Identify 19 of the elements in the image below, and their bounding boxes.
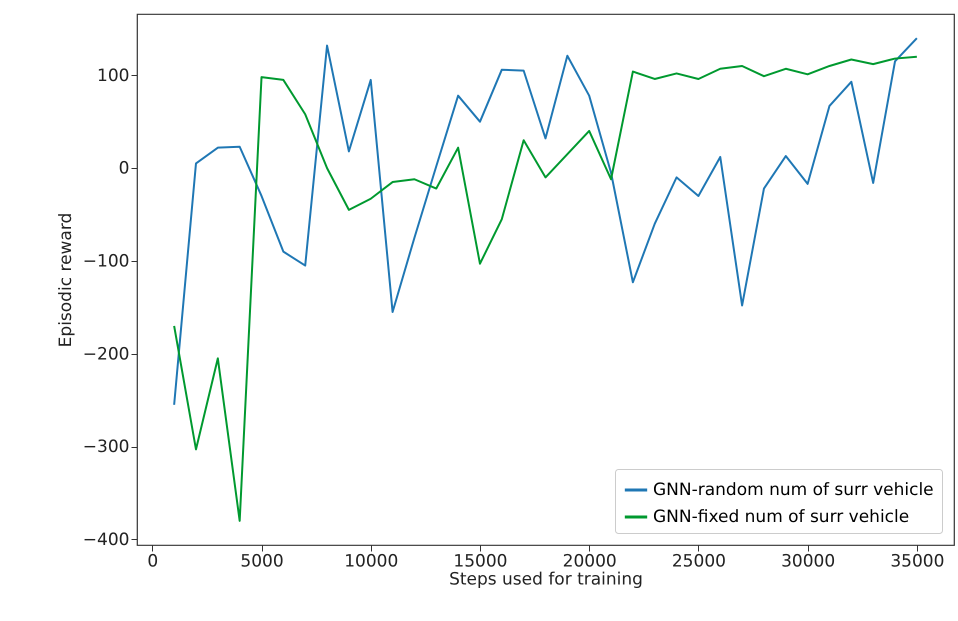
y-tick-label: −400 xyxy=(82,530,130,550)
x-tick-label: 5000 xyxy=(240,552,284,572)
x-tick-label: 10000 xyxy=(344,552,398,572)
x-tick-label: 30000 xyxy=(781,552,836,572)
x-tick-label: 25000 xyxy=(672,552,726,572)
legend-label: GNN-fixed num of surr vehicle xyxy=(653,507,910,527)
y-tick-label: −300 xyxy=(82,437,130,458)
y-tick-label: 100 xyxy=(97,66,130,86)
y-tick-label: −100 xyxy=(82,251,130,272)
x-tick-label: 35000 xyxy=(890,552,944,572)
x-axis-title: Steps used for training xyxy=(449,570,643,590)
legend-label: GNN-random num of surr vehicle xyxy=(653,480,934,500)
x-tick-label: 20000 xyxy=(562,552,617,572)
x-tick-label: 15000 xyxy=(453,552,508,572)
x-tick-label: 0 xyxy=(147,552,158,572)
y-tick-label: −200 xyxy=(82,344,130,364)
y-tick-label: 0 xyxy=(118,158,130,179)
line-series xyxy=(173,37,918,406)
y-axis-title: Episodic reward xyxy=(56,212,76,348)
